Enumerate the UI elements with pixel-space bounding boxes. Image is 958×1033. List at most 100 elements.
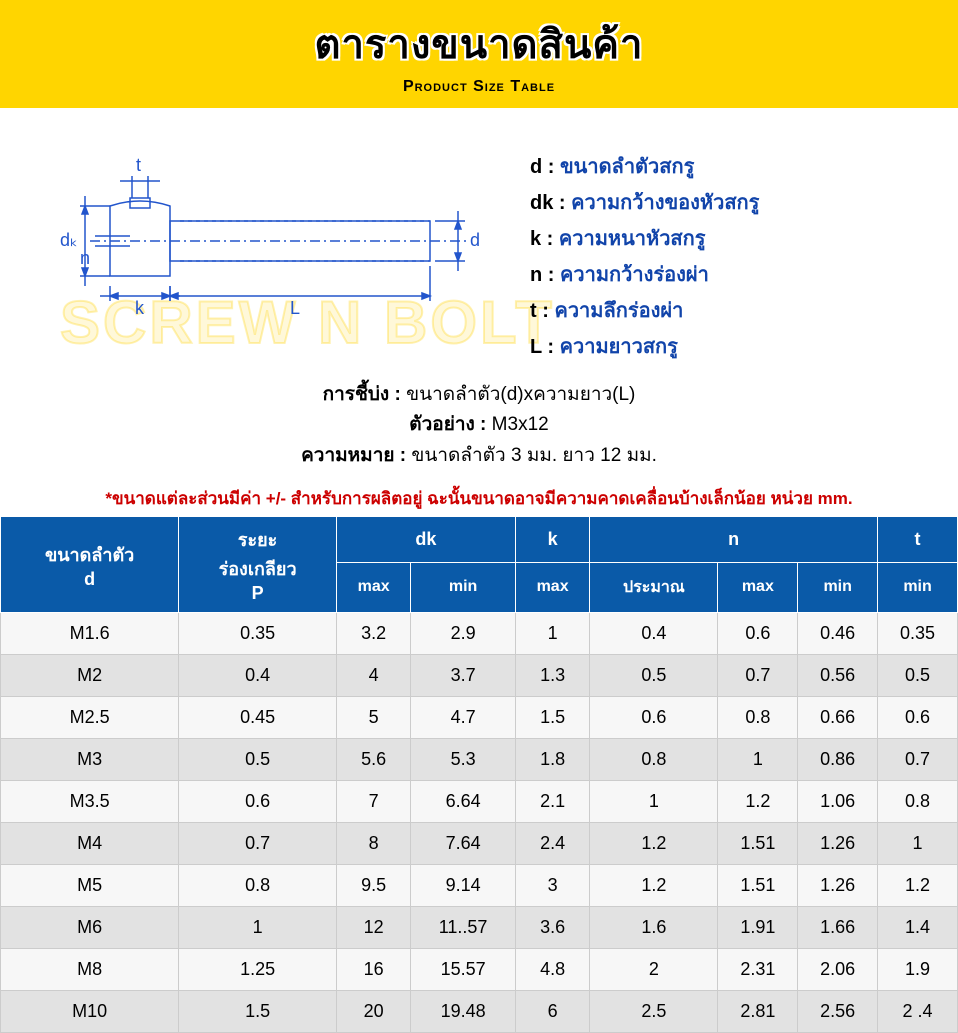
table-cell: M2.5 — [1, 697, 179, 739]
explain-block: การชี้บ่ง : ขนาดลำตัว(d)xความยาว(L) ตัวอ… — [0, 374, 958, 481]
legend-item: dk : ความกว้างของหัวสกรู — [530, 186, 918, 218]
table-cell: 0.5 — [878, 655, 958, 697]
table-cell: 0.5 — [590, 655, 718, 697]
table-cell: 1.25 — [179, 949, 337, 991]
table-cell: 3 — [515, 865, 589, 907]
table-cell: 2 — [590, 949, 718, 991]
table-subheader: max — [718, 562, 798, 612]
table-cell: 5.6 — [336, 739, 410, 781]
legend: d : ขนาดลำตัวสกรู dk : ความกว้างของหัวสกร… — [530, 136, 918, 366]
table-row: M611211..573.61.61.911.661.4 — [1, 907, 958, 949]
table-cell: 1.51 — [718, 823, 798, 865]
size-table: ขนาดลำตัวdระยะร่องเกลียวPdkkntmaxminmaxป… — [0, 516, 958, 1033]
table-cell: 0.35 — [179, 613, 337, 655]
table-cell: 2.4 — [515, 823, 589, 865]
table-cell: 0.46 — [798, 613, 878, 655]
table-header: k — [515, 517, 589, 563]
explain-l1-val: ขนาดลำตัว(d)xความยาว(L) — [406, 384, 635, 405]
table-cell: 0.8 — [878, 781, 958, 823]
table-cell: 19.48 — [411, 991, 516, 1033]
table-cell: 0.7 — [878, 739, 958, 781]
table-cell: 0.6 — [179, 781, 337, 823]
title-en: Product Size Table — [0, 78, 958, 96]
table-cell: 8 — [336, 823, 410, 865]
table-cell: 0.6 — [878, 697, 958, 739]
table-cell: 2.5 — [590, 991, 718, 1033]
diagram-label-dk: dₖ — [60, 230, 78, 250]
table-cell: 3.7 — [411, 655, 516, 697]
table-cell: 1 — [718, 739, 798, 781]
diagram-label-n: n — [80, 248, 90, 268]
table-cell: 11..57 — [411, 907, 516, 949]
table-cell: 20 — [336, 991, 410, 1033]
table-cell: 7.64 — [411, 823, 516, 865]
table-cell: 0.86 — [798, 739, 878, 781]
table-subheader: max — [336, 562, 410, 612]
legend-item: L : ความยาวสกรู — [530, 330, 918, 362]
table-row: M81.251615.574.822.312.061.9 — [1, 949, 958, 991]
table-cell: 0.45 — [179, 697, 337, 739]
table-cell: 9.14 — [411, 865, 516, 907]
table-subheader: min — [878, 562, 958, 612]
table-cell: 1 — [515, 613, 589, 655]
table-cell: 12 — [336, 907, 410, 949]
table-cell: 1.26 — [798, 823, 878, 865]
table-cell: 0.6 — [590, 697, 718, 739]
table-cell: 0.7 — [179, 823, 337, 865]
table-cell: 2 .4 — [878, 991, 958, 1033]
table-cell: 4.8 — [515, 949, 589, 991]
table-cell: 6 — [515, 991, 589, 1033]
table-row: M2.50.4554.71.50.60.80.660.6 — [1, 697, 958, 739]
diagram-legend-section: SCREW N BOLT — [0, 108, 958, 374]
explain-l2-val: M3x12 — [492, 414, 549, 435]
screw-diagram: t dₖ n k L d — [40, 136, 500, 341]
table-cell: 2.81 — [718, 991, 798, 1033]
table-cell: 3.6 — [515, 907, 589, 949]
table-header: n — [590, 517, 878, 563]
table-row: M50.89.59.1431.21.511.261.2 — [1, 865, 958, 907]
legend-item: d : ขนาดลำตัวสกรู — [530, 150, 918, 182]
table-cell: 7 — [336, 781, 410, 823]
header: ตารางขนาดสินค้า Product Size Table — [0, 0, 958, 108]
table-cell: 1.4 — [878, 907, 958, 949]
table-cell: M3 — [1, 739, 179, 781]
table-cell: 0.56 — [798, 655, 878, 697]
table-cell: 3.2 — [336, 613, 410, 655]
table-row: M40.787.642.41.21.511.261 — [1, 823, 958, 865]
legend-item: t : ความลึกร่องผ่า — [530, 294, 918, 326]
table-cell: 0.6 — [718, 613, 798, 655]
table-cell: 4 — [336, 655, 410, 697]
diagram-label-L: L — [290, 298, 300, 318]
legend-item: n : ความกว้างร่องผ่า — [530, 258, 918, 290]
table-cell: 1.5 — [515, 697, 589, 739]
table-row: M101.52019.4862.52.812.562 .4 — [1, 991, 958, 1033]
table-cell: 2.9 — [411, 613, 516, 655]
table-cell: 1 — [878, 823, 958, 865]
table-cell: 9.5 — [336, 865, 410, 907]
table-cell: 0.66 — [798, 697, 878, 739]
diagram-label-k: k — [135, 298, 145, 318]
table-header: ระยะร่องเกลียวP — [179, 517, 337, 613]
table-cell: 1.6 — [590, 907, 718, 949]
table-cell: 1.2 — [590, 823, 718, 865]
table-cell: 2.56 — [798, 991, 878, 1033]
table-header: dk — [336, 517, 515, 563]
table-cell: 16 — [336, 949, 410, 991]
table-subheader: min — [798, 562, 878, 612]
table-cell: 1.06 — [798, 781, 878, 823]
table-subheader: min — [411, 562, 516, 612]
diagram-label-t: t — [136, 155, 141, 175]
table-header: t — [878, 517, 958, 563]
title-th: ตารางขนาดสินค้า — [0, 12, 958, 76]
table-cell: 1.5 — [179, 991, 337, 1033]
table-cell: 4.7 — [411, 697, 516, 739]
table-cell: 1.51 — [718, 865, 798, 907]
table-cell: M6 — [1, 907, 179, 949]
table-cell: 2.1 — [515, 781, 589, 823]
table-cell: 1.3 — [515, 655, 589, 697]
table-cell: 1.26 — [798, 865, 878, 907]
explain-l3-val: ขนาดลำตัว 3 มม. ยาว 12 มม. — [411, 445, 657, 466]
table-row: M20.443.71.30.50.70.560.5 — [1, 655, 958, 697]
table-cell: M3.5 — [1, 781, 179, 823]
table-row: M3.50.676.642.111.21.060.8 — [1, 781, 958, 823]
